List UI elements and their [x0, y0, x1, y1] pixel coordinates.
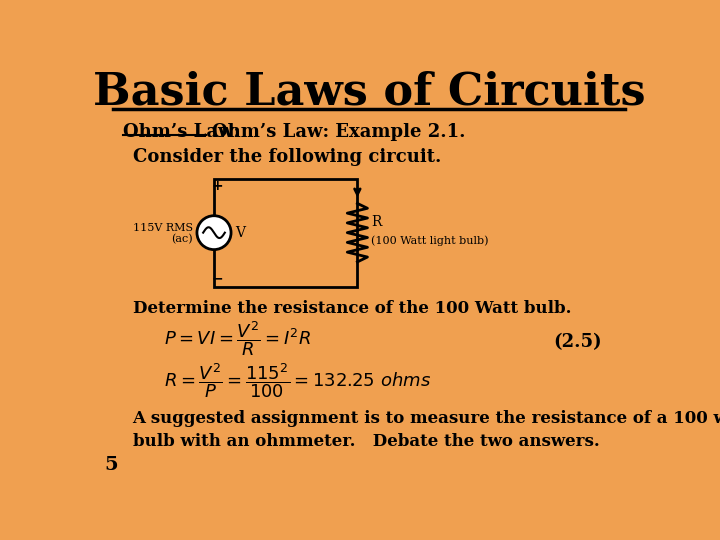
Text: R: R [372, 215, 382, 229]
Text: (2.5): (2.5) [553, 333, 601, 351]
Text: 115V RMS: 115V RMS [133, 223, 193, 233]
Text: (100 Watt light bulb): (100 Watt light bulb) [372, 235, 489, 246]
Text: Ohm’s Law: Example 2.1.: Ohm’s Law: Example 2.1. [212, 123, 466, 140]
Text: Determine the resistance of the 100 Watt bulb.: Determine the resistance of the 100 Watt… [132, 300, 571, 316]
Text: Basic Laws of Circuits: Basic Laws of Circuits [93, 70, 645, 113]
Text: $P=VI=\dfrac{V^2}{R}=I^2R$: $P=VI=\dfrac{V^2}{R}=I^2R$ [163, 319, 310, 357]
Circle shape [197, 215, 231, 249]
Text: +: + [211, 179, 223, 193]
Text: −: − [211, 272, 223, 286]
Text: Consider the following circuit.: Consider the following circuit. [132, 148, 441, 166]
Text: 5: 5 [104, 456, 117, 474]
Text: A suggested assignment is to measure the resistance of a 100 watt light
bulb wit: A suggested assignment is to measure the… [132, 410, 720, 450]
Text: V: V [235, 226, 245, 240]
Bar [214, 179, 357, 287]
Text: Ohm’s Law:: Ohm’s Law: [122, 123, 240, 140]
Text: $R=\dfrac{V^2}{P}=\dfrac{115^2}{100}=132.25\ \mathit{ohms}$: $R=\dfrac{V^2}{P}=\dfrac{115^2}{100}=132… [163, 361, 431, 400]
Text: (ac): (ac) [171, 234, 193, 245]
